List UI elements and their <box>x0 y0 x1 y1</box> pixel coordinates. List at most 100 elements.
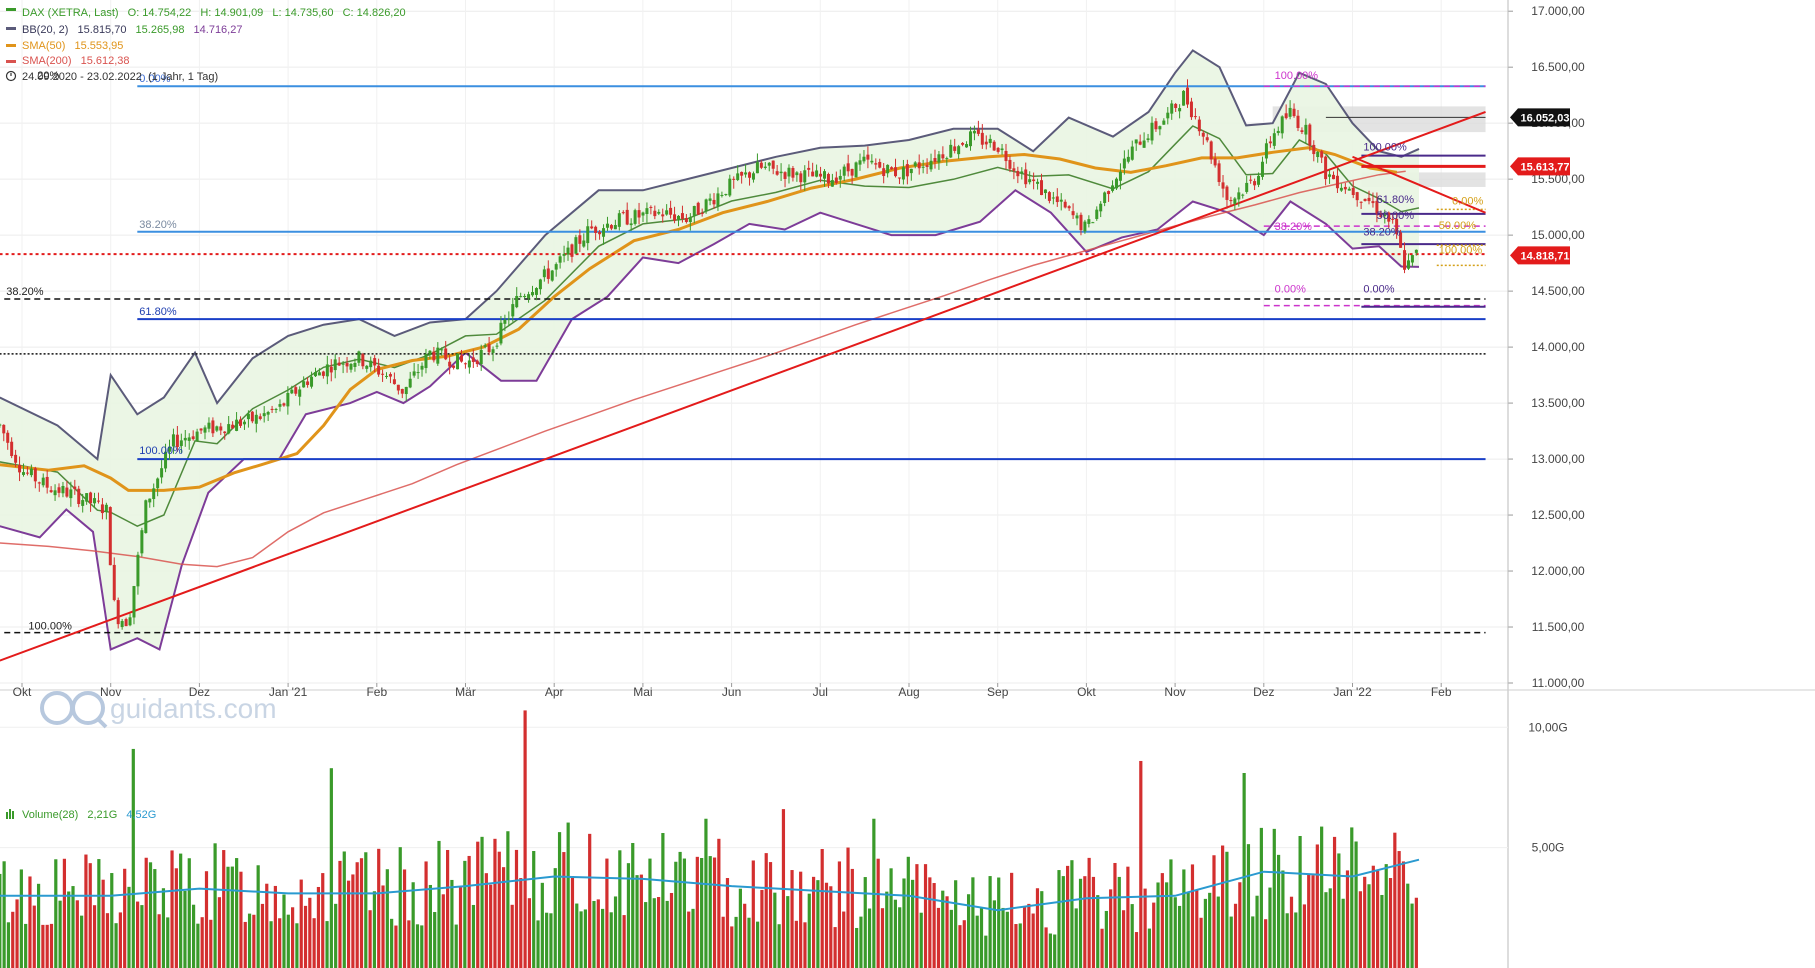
candle-body <box>602 228 606 237</box>
volume-bar <box>28 876 32 968</box>
time-axis: Okt Nov Dez Jan '21 Feb Mär Apr Mai Jun Jul Aug Sep… <box>13 683 1452 699</box>
y-tick-label: 11.000,00 <box>1532 676 1585 690</box>
candle-body <box>242 421 246 425</box>
candle-body <box>613 225 617 230</box>
candle-body <box>57 487 61 493</box>
volume-bar <box>1070 860 1074 968</box>
volume-bar <box>157 914 161 968</box>
candle-body <box>799 173 803 183</box>
volume-bar <box>1393 832 1397 968</box>
candle-body <box>507 318 511 320</box>
volume-bar <box>381 885 385 968</box>
candle-body <box>365 365 369 369</box>
volume-bar <box>678 851 682 968</box>
fib-label: 0.00% <box>1452 195 1483 207</box>
candle-body <box>1205 137 1209 141</box>
candle-body <box>822 171 826 179</box>
candle-body <box>897 177 901 179</box>
candle-body <box>1233 198 1237 204</box>
candle-body <box>385 375 389 377</box>
volume-bar <box>837 861 842 968</box>
candle-body <box>988 138 992 144</box>
candle-body <box>566 247 570 255</box>
volume-bar <box>420 925 424 968</box>
volume-bar <box>1109 889 1113 968</box>
y-tick-label: 14.500,00 <box>1531 284 1585 298</box>
candle-body <box>633 210 637 224</box>
volume-bar-icon <box>12 811 14 819</box>
volume-bar <box>898 907 902 968</box>
candle-body <box>171 434 175 447</box>
watermark-text: guidants.com <box>110 693 277 724</box>
candle-body <box>61 485 65 494</box>
candle-body <box>112 564 116 601</box>
volume-bar <box>850 868 854 968</box>
candle-body <box>712 199 716 205</box>
candle-body <box>1083 221 1087 232</box>
volume-bar <box>1186 892 1190 968</box>
volume-bar <box>919 912 923 968</box>
legend-date-range[interactable]: 24.09.2020 - 23.02.2022 (1 Jahr, 1 Tag) <box>22 71 218 83</box>
volume-bar <box>514 849 519 968</box>
candle-body <box>708 198 712 201</box>
volume-bar <box>523 710 527 968</box>
candle-body <box>1158 126 1162 130</box>
volume-bar <box>1328 888 1332 968</box>
volume-bar <box>631 843 635 968</box>
volume-bar <box>867 908 872 968</box>
volume-bar <box>1281 870 1285 968</box>
candle-body <box>1414 249 1418 253</box>
candle-body <box>996 147 1000 152</box>
candle-body <box>1335 175 1339 189</box>
volume-bar <box>704 818 708 968</box>
volume-bar <box>407 920 411 968</box>
volume-bar <box>1177 905 1182 968</box>
candle-body <box>239 419 243 426</box>
clock-icon[interactable] <box>5 70 17 82</box>
volume-bar <box>626 863 631 968</box>
candle-body <box>1154 121 1158 130</box>
candle-body <box>1399 232 1403 248</box>
candle-body <box>1292 108 1296 117</box>
svg-text:DAX (XETRA, Last) O: 1: DAX (XETRA, Last) O: 14.754,22 H: 14.901… <box>22 7 406 19</box>
volume-bar <box>747 917 751 968</box>
candle-body <box>282 403 286 406</box>
volume-bar <box>351 874 355 968</box>
volume-bar <box>441 894 445 968</box>
volume-bar <box>695 856 699 968</box>
candle-body <box>929 160 933 170</box>
candle-body <box>838 175 842 180</box>
volume-bar <box>153 869 157 968</box>
volume-bar <box>527 898 532 968</box>
candle-body <box>815 170 819 177</box>
candle-body <box>49 490 53 493</box>
candle-body <box>1166 112 1170 119</box>
fib-label: 50.00% <box>1377 210 1415 222</box>
legend-bb-v1: 15.815,70 <box>78 24 127 36</box>
volume-bar <box>613 896 618 968</box>
volume-bar <box>730 926 734 968</box>
candle-body <box>1024 169 1028 185</box>
candle-body <box>759 162 763 168</box>
volume-bar <box>700 858 704 968</box>
candle-body <box>167 446 171 452</box>
candle-body <box>605 223 609 228</box>
volume-bar <box>36 883 41 968</box>
candle-body <box>1391 218 1395 220</box>
candle-body <box>1367 197 1371 202</box>
volume-bar <box>394 925 398 968</box>
volume-bar <box>532 851 536 968</box>
candle-body <box>894 167 898 177</box>
candle-body <box>598 231 602 235</box>
candle-body <box>1241 194 1245 196</box>
volume-bar <box>346 880 351 968</box>
volume-bar <box>1195 889 1199 968</box>
candle-body <box>937 154 941 163</box>
volume-bar <box>911 879 915 968</box>
volume-bar <box>1272 828 1276 968</box>
candle-body <box>499 322 503 344</box>
candle-body <box>1028 179 1032 183</box>
candle-body <box>1142 140 1146 148</box>
x-tick-label: Dez <box>1253 685 1274 699</box>
candle-body <box>1387 212 1391 222</box>
